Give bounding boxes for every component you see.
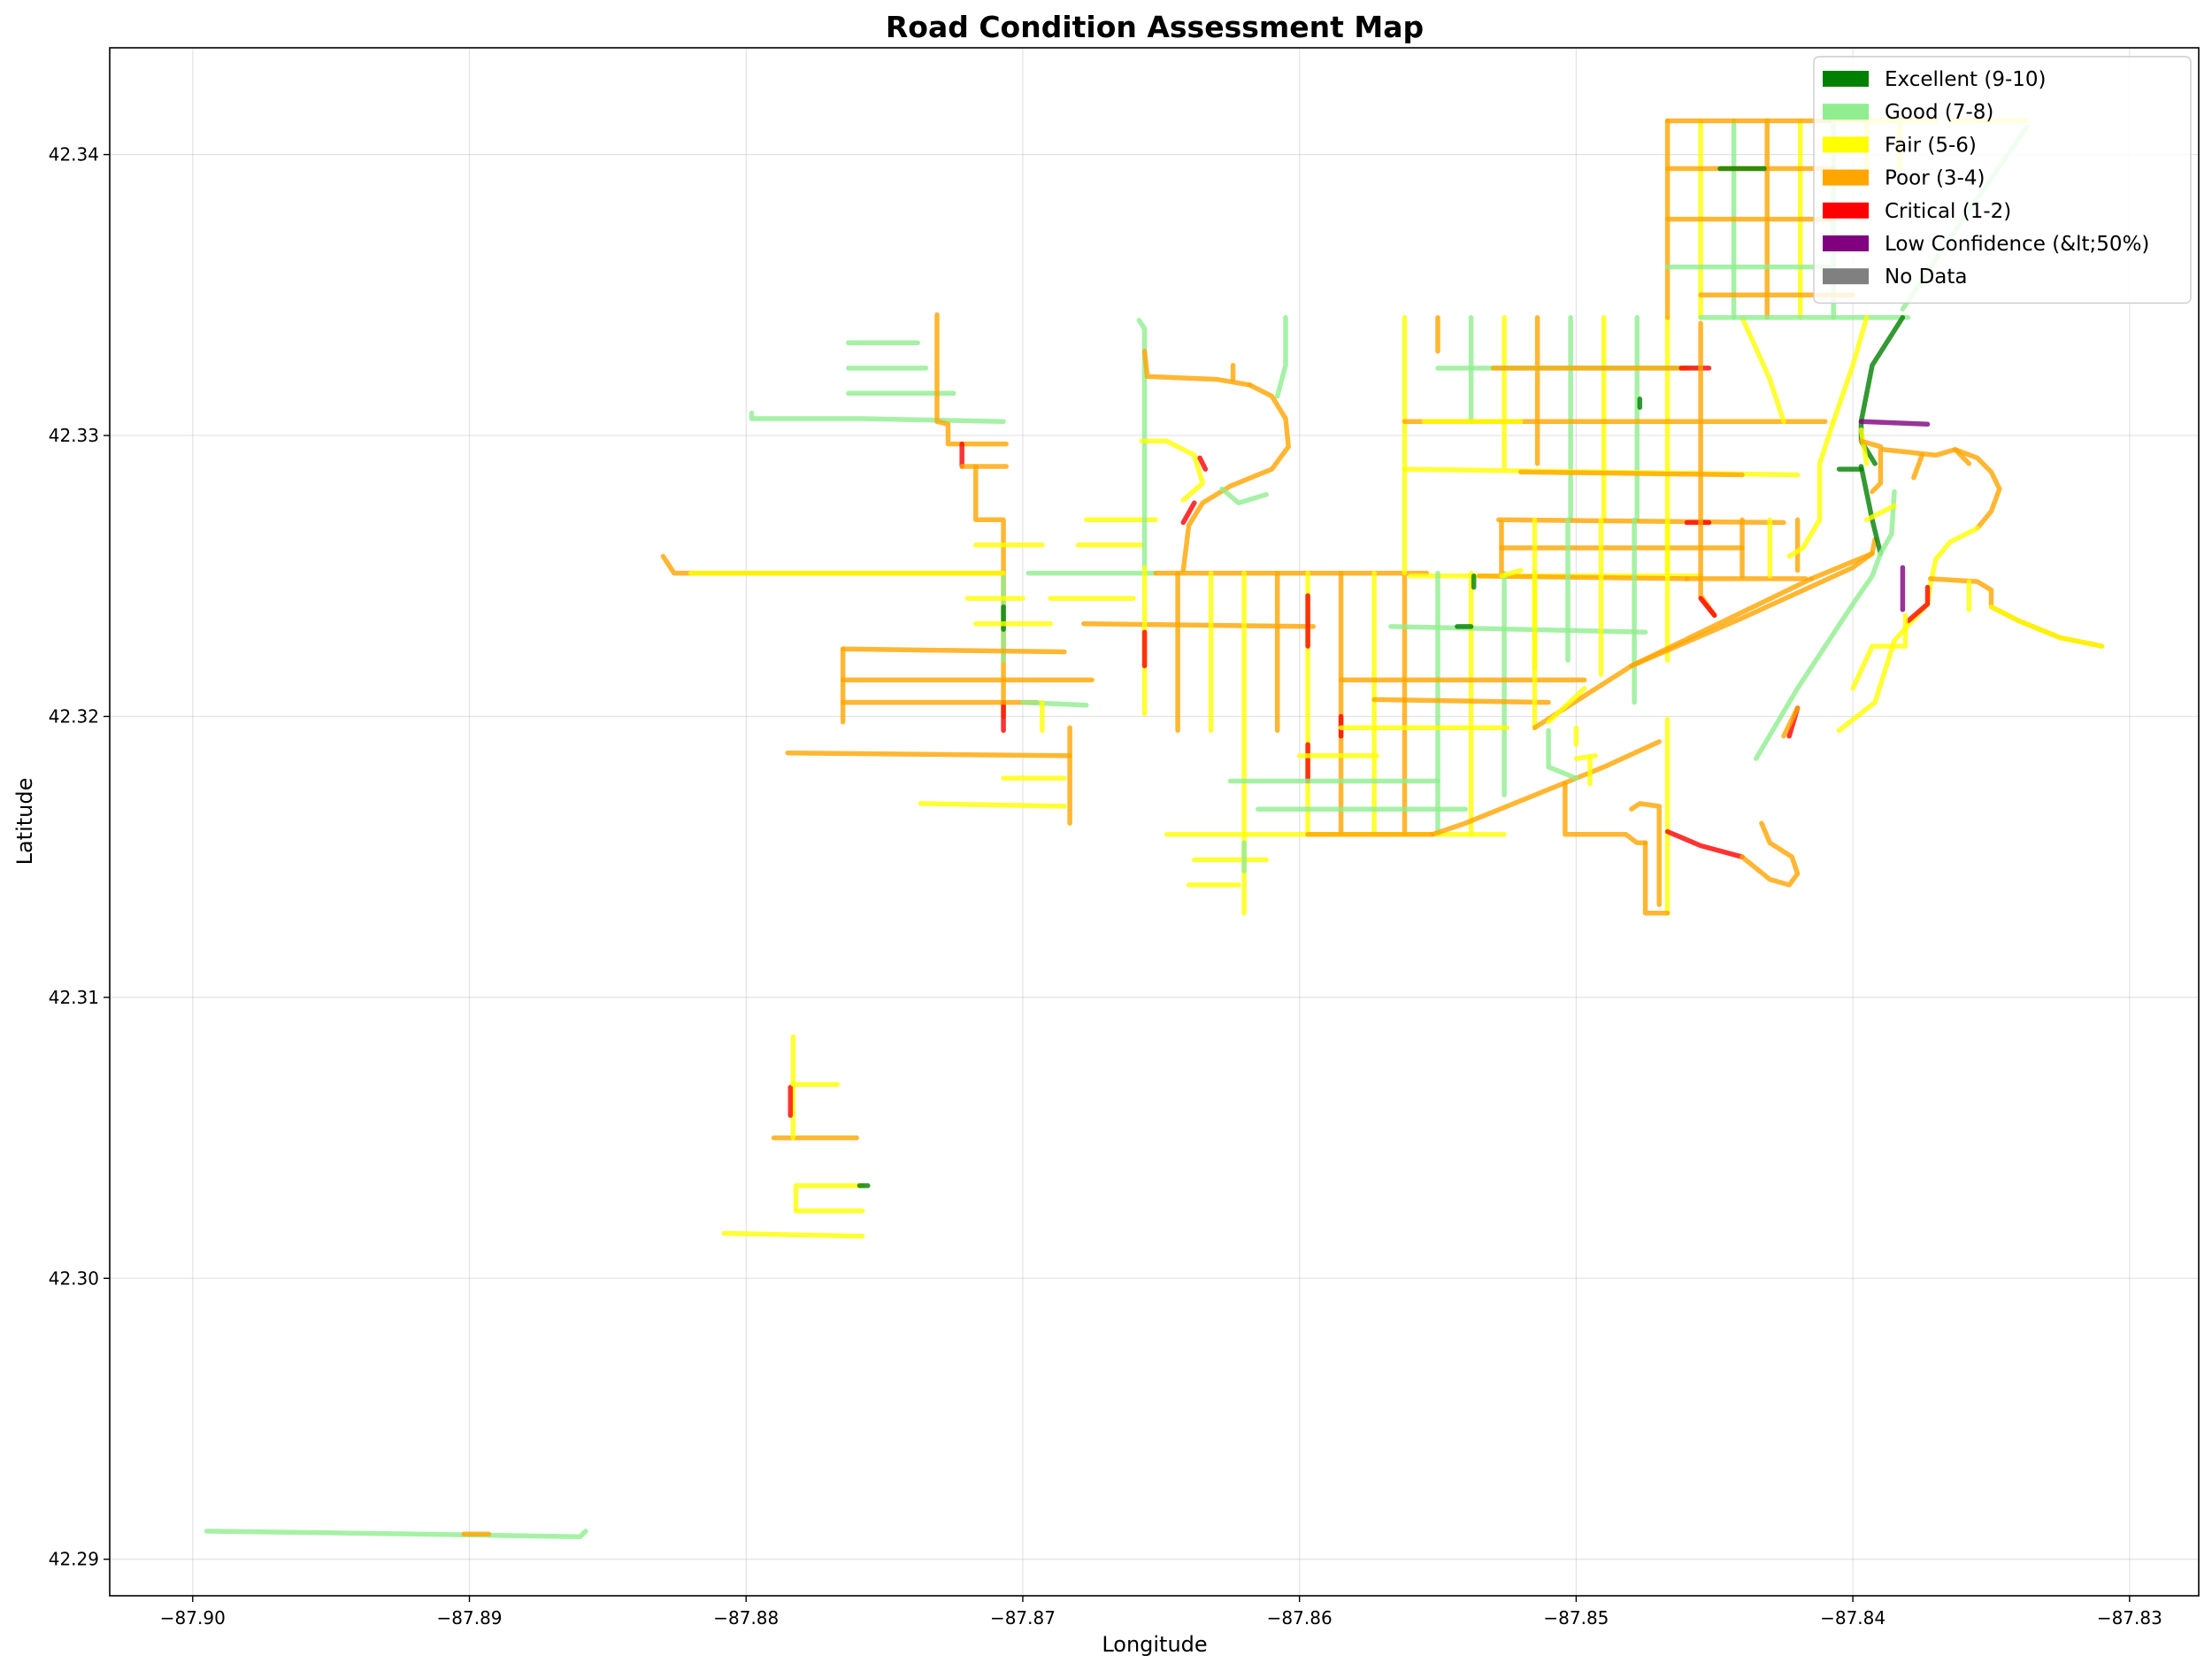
road-segment-poor [1430, 739, 1662, 837]
plot-frame [109, 47, 2200, 1597]
x-tick-label: −87.84 [1820, 1607, 1886, 1629]
road-segment-poor [840, 646, 1067, 655]
road-segment-fair [721, 1230, 865, 1239]
x-tick-label: −87.88 [713, 1607, 779, 1629]
x-tick-label: −87.90 [160, 1607, 226, 1629]
road-segment-fair [1573, 753, 1599, 761]
legend-label-poor: Poor (3-4) [1885, 167, 1985, 190]
road-segment-poor [1496, 517, 1786, 526]
y-tick-label: 42.29 [49, 1549, 99, 1570]
legend: Excellent (9-10) Good (7-8) Fair (5-6) Poor… [1813, 56, 2192, 304]
road-segment-poor [1629, 801, 1662, 907]
road-segment-poor [934, 312, 1009, 447]
road-segment-good [749, 410, 1006, 424]
road-segment-poor [1642, 840, 1671, 916]
legend-label-good: Good (7-8) [1885, 101, 1993, 124]
road-segment-poor [1477, 574, 1690, 581]
legend-label-nodata: No Data [1885, 266, 1968, 289]
road-segment-good [1388, 624, 1648, 635]
road-segment-good [1020, 699, 1089, 708]
road-segment-critical [1180, 500, 1197, 526]
road-segment-good [1878, 489, 1897, 557]
legend-label-critical: Critical (1-2) [1885, 200, 2011, 223]
legend-swatch-low [1823, 235, 1869, 251]
road-segment-poor [1809, 536, 1878, 581]
road-segment-poor [1629, 576, 1814, 669]
road-segment-fair [1863, 503, 1897, 523]
legend-label-low: Low Confidence (&lt;50%) [1885, 233, 2149, 256]
road-segment-poor [1858, 438, 1884, 495]
road-segment-fair [1786, 419, 1836, 559]
legend-swatch-critical [1823, 202, 1869, 219]
road-segment-good [204, 1529, 588, 1540]
road-segment-critical [1905, 584, 1931, 624]
road-segment-poor [1180, 382, 1291, 574]
y-tick-label: 42.34 [49, 144, 99, 166]
x-tick-label: −87.83 [2097, 1607, 2162, 1629]
road-segment-poor [1953, 447, 2002, 531]
chart-title: Road Condition Assessment Map [886, 10, 1424, 44]
road-segment-poor [1371, 697, 1551, 705]
legend-box [1813, 56, 2192, 304]
road-segment-fair [1858, 427, 1870, 466]
road-segment-excellent [1858, 464, 1884, 557]
road-segment-critical [1698, 596, 1717, 618]
x-axis-title: Longitude [1102, 1632, 1207, 1657]
x-tick-label: −87.89 [437, 1607, 503, 1629]
x-tick-label: −87.85 [1543, 1607, 1609, 1629]
road-segment-fair [918, 801, 1067, 809]
legend-swatch-poor [1823, 169, 1869, 186]
road-segment-poor [1518, 469, 1745, 478]
legend-swatch-good [1823, 104, 1869, 120]
x-tick-label: −87.86 [1267, 1607, 1333, 1629]
legend-label-excellent: Excellent (9-10) [1885, 68, 2047, 91]
road-segment-poor [1563, 781, 1648, 846]
legend-label-fair: Fair (5-6) [1885, 134, 1977, 157]
y-tick-label: 42.33 [49, 425, 99, 446]
road-segment-critical [1197, 455, 1209, 472]
road-segment-poor [1141, 349, 1253, 388]
y-tick-label: 42.31 [49, 987, 99, 1008]
road-segment-good [1274, 314, 1288, 399]
road-segment-good [1219, 486, 1269, 505]
road-segment-good [1136, 318, 1148, 570]
legend-swatch-excellent [1823, 71, 1869, 87]
y-tick-label: 42.32 [49, 705, 99, 727]
legend-swatch-nodata [1823, 268, 1869, 285]
road-segment-good [1753, 551, 1884, 761]
road-segment-fair [793, 1182, 865, 1211]
road-segment-good [1546, 728, 1579, 782]
legend-swatch-fair [1823, 136, 1869, 153]
road-segment-critical [1664, 828, 1745, 859]
road-segment-fair [1546, 685, 1587, 725]
y-tick-label: 42.30 [49, 1267, 99, 1289]
road-segment-fair [1740, 314, 1786, 424]
road-segment-poor [1532, 551, 1875, 730]
road-segment-fair [1139, 438, 1205, 503]
y-axis-title: Latitude [12, 778, 37, 866]
road-segment-fair [1499, 567, 1524, 579]
road-segment-purple [1858, 419, 1931, 427]
road-segments [204, 118, 2105, 1540]
road-segment-poor [1927, 576, 2105, 649]
road-segment-poor [1880, 447, 1972, 466]
road-segment-poor [1781, 705, 1801, 739]
road-segment-poor [1740, 820, 1801, 888]
road-segment-fair [1988, 604, 2105, 649]
road-segment-fair [1850, 612, 1909, 691]
road-segment-fair [1831, 314, 1870, 424]
road-segment-poor [785, 750, 1072, 758]
road-segment-poor [1911, 452, 1925, 481]
axis-ticks: −87.90 −87.89 −87.88 −87.87 −87.86 −87.85 −87.… [49, 144, 2162, 1629]
road-segment-poor [660, 553, 1006, 576]
x-tick-label: −87.87 [990, 1607, 1056, 1629]
